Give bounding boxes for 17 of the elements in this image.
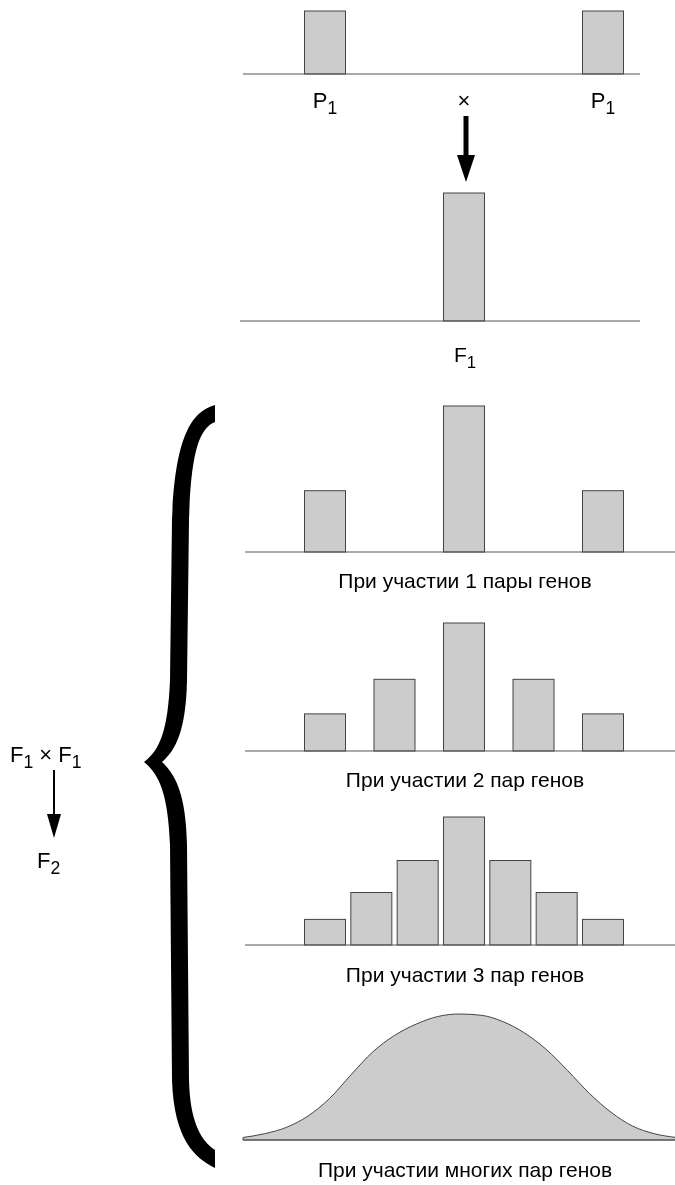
text: F$_{2}$	[37, 848, 61, 879]
bar	[443, 816, 485, 946]
bar	[304, 918, 346, 946]
x-axis-title: При участии 3 пар генов	[345, 963, 585, 986]
bar	[489, 860, 532, 946]
x-tick-label: P$_{1}$	[590, 88, 616, 119]
bar	[396, 860, 439, 946]
x-axis-title: При участии 1 пары генов	[338, 569, 592, 592]
x-axis-title: При участии 2 пар генов	[345, 768, 585, 791]
x-tick-label: P$_{1}$	[312, 88, 338, 119]
x-axis-title: При участии многих пар генов	[317, 1158, 613, 1181]
bar	[582, 918, 624, 946]
x-tick-label: ×	[457, 88, 471, 113]
text: F$_{1}$ × F$_{1}$	[10, 742, 82, 773]
bar	[350, 892, 393, 946]
x-axis-title: F$_{1}$	[453, 343, 477, 372]
bar	[535, 892, 578, 946]
